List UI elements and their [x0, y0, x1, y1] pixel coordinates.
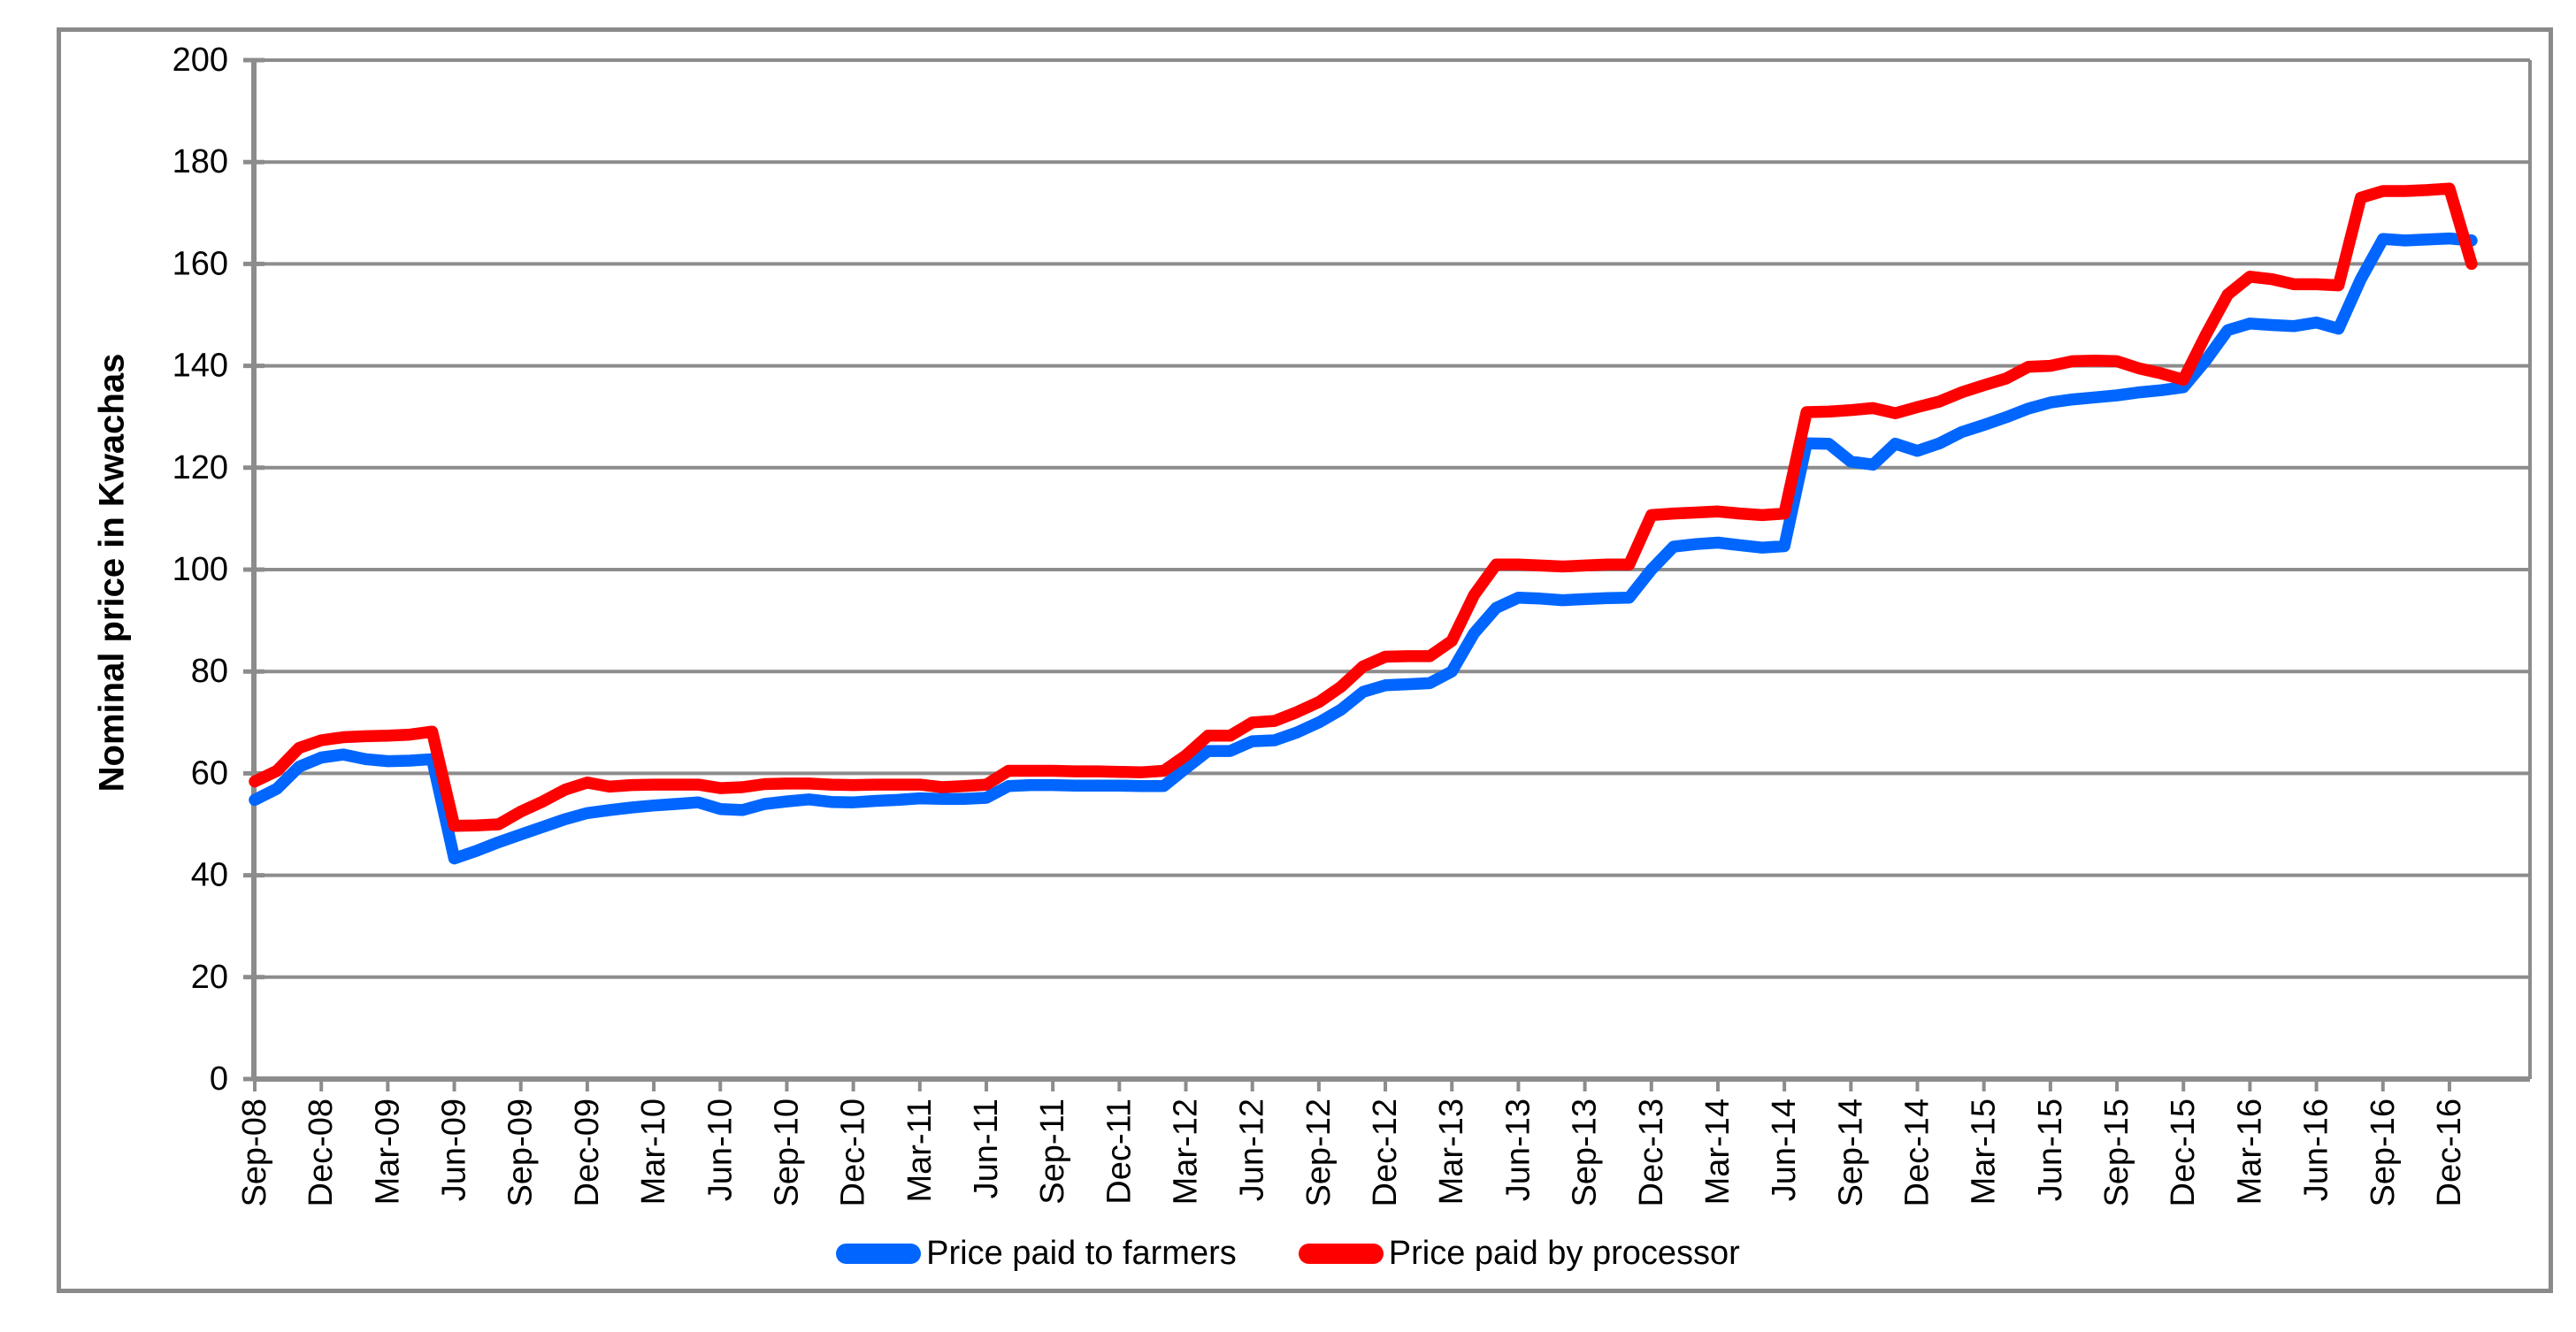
- x-tick-label: Dec-10: [835, 1099, 872, 1207]
- series-line-price-paid-by-processor: [249, 182, 2478, 832]
- x-tick-label: Sep-12: [1300, 1099, 1338, 1207]
- x-tick-label: Sep-15: [2098, 1099, 2135, 1207]
- x-tick-label: Jun-13: [1499, 1099, 1537, 1201]
- farmers-line-swatch-icon: [836, 1244, 922, 1264]
- legend-label-farmers: Price paid to farmers: [926, 1235, 1237, 1272]
- chart-outer-border: [57, 27, 2553, 1293]
- x-tick-label: Jun-12: [1234, 1099, 1271, 1201]
- x-tick-label: Dec-09: [569, 1099, 606, 1207]
- y-axis-title: Nominal price in Kwachas: [92, 353, 132, 792]
- x-tick-label: Dec-14: [1899, 1099, 1936, 1207]
- x-tick-label: Jun-11: [968, 1099, 1005, 1198]
- y-gridlines: [254, 58, 2530, 979]
- y-tick-label: 80: [191, 653, 228, 690]
- x-tick-label: Mar-12: [1168, 1099, 1205, 1205]
- x-tick-label: Sep-16: [2365, 1099, 2402, 1207]
- x-tick-label: Dec-13: [1633, 1099, 1670, 1207]
- y-tick-label: 40: [191, 857, 228, 894]
- y-tick-label: 20: [191, 959, 228, 996]
- x-tick-label: Jun-09: [436, 1099, 473, 1201]
- y-tick-label: 180: [172, 143, 228, 180]
- x-tick-label: Sep-08: [236, 1099, 273, 1207]
- x-tick-labels: Sep-08 Dec-08 Mar-09 Jun-09 Sep-09 Dec-09 Mar-…: [236, 1099, 2468, 1207]
- x-tick-label: Sep-11: [1034, 1099, 1071, 1205]
- series-line-price-paid-to-farmers: [249, 232, 2478, 865]
- y-tick-label: 120: [172, 449, 228, 486]
- x-tick-label: Mar-16: [2231, 1099, 2268, 1205]
- x-tick-label: Dec-12: [1367, 1099, 1404, 1207]
- y-tick-label: 140: [172, 348, 228, 385]
- x-tick-label: Mar-10: [635, 1099, 672, 1205]
- x-tick-label: Sep-14: [1832, 1099, 1869, 1207]
- x-tick-label: Mar-14: [1699, 1099, 1736, 1205]
- x-tick-label: Jun-10: [702, 1099, 739, 1201]
- y-tick-label: 160: [172, 245, 228, 282]
- y-tick-label: 60: [191, 754, 228, 792]
- x-tick-label: Mar-11: [901, 1099, 939, 1203]
- processor-line-swatch-icon: [1298, 1244, 1384, 1264]
- x-tick-label: Sep-09: [502, 1099, 540, 1207]
- x-tick-label: Dec-08: [303, 1099, 340, 1207]
- y-tick-labels: 0 20 40 60 80 100 120 140 160 180 200: [172, 42, 228, 1098]
- y-tick-label: 100: [172, 551, 228, 588]
- x-tick-label: Dec-16: [2431, 1099, 2468, 1207]
- x-tick-label: Dec-15: [2165, 1099, 2202, 1207]
- x-tick-label: Dec-11: [1100, 1099, 1138, 1205]
- legend-item-farmers: Price paid to farmers: [836, 1235, 1237, 1273]
- x-tick-label: Jun-16: [2298, 1099, 2335, 1201]
- x-tick-label: Sep-13: [1567, 1099, 1604, 1207]
- x-tick-marks: [253, 1079, 2451, 1091]
- x-tick-label: Sep-10: [768, 1099, 805, 1207]
- x-tick-label: Jun-15: [2032, 1099, 2069, 1201]
- x-tick-label: Mar-13: [1433, 1099, 1470, 1205]
- x-tick-label: Mar-15: [1966, 1099, 2003, 1205]
- x-tick-label: Mar-09: [369, 1099, 406, 1205]
- legend-label-processor: Price paid by processor: [1388, 1235, 1740, 1272]
- x-tick-label: Jun-14: [1766, 1099, 1803, 1201]
- y-tick-label: 200: [172, 42, 228, 79]
- chart-legend: Price paid to farmers Price paid by proc…: [0, 1235, 2576, 1273]
- legend-item-processor: Price paid by processor: [1298, 1235, 1740, 1273]
- y-tick-label: 0: [210, 1060, 228, 1098]
